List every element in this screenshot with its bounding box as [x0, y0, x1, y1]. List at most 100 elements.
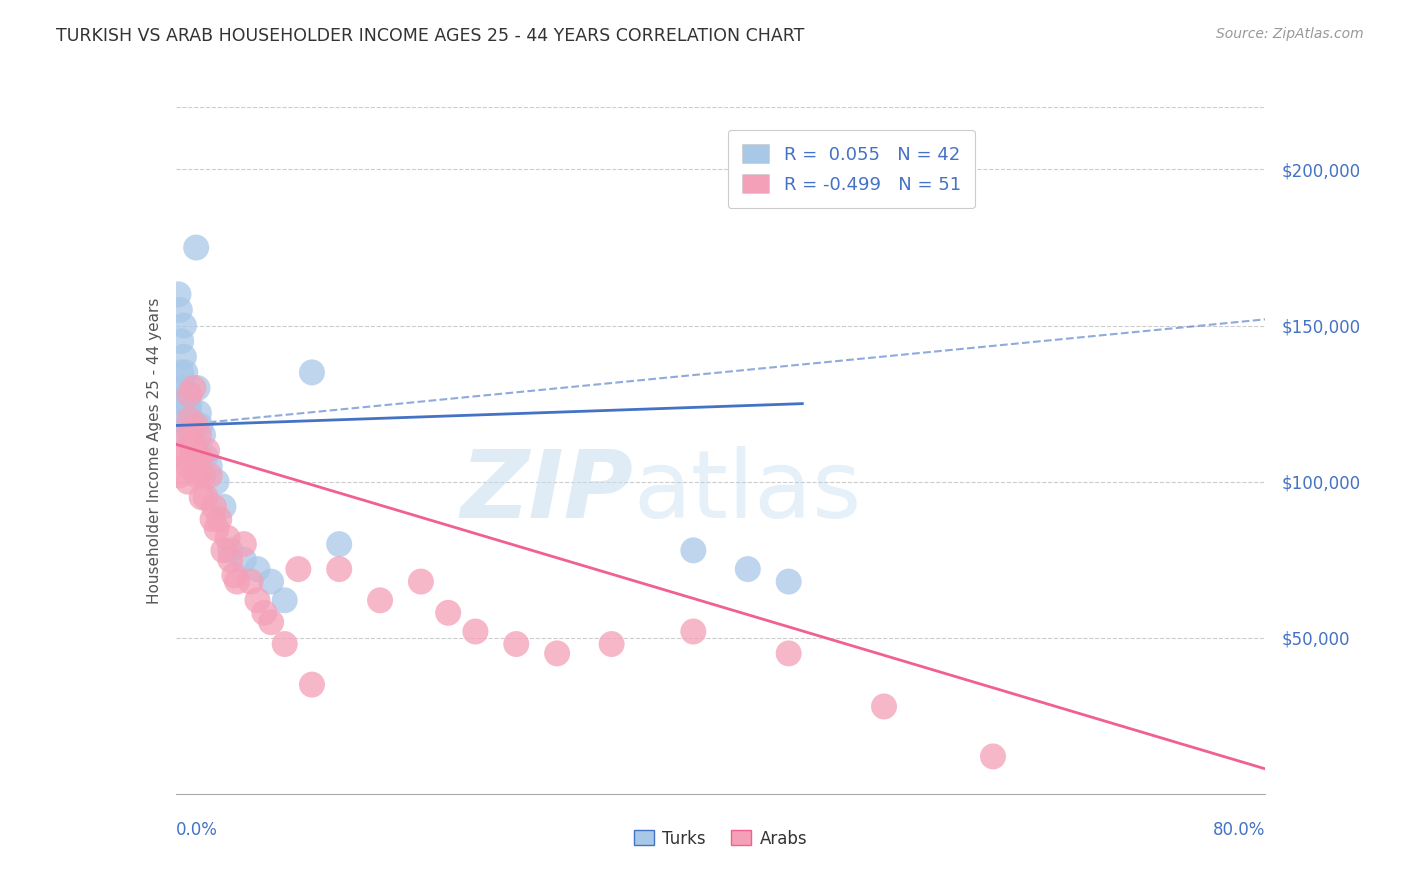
Point [167, 287, 190, 301]
Point [208, 512, 231, 526]
Point [173, 427, 195, 442]
Point [409, 574, 432, 589]
Point [186, 240, 208, 255]
Point [198, 468, 221, 483]
Point [437, 606, 460, 620]
Text: 80.0%: 80.0% [1213, 822, 1265, 839]
Point [176, 396, 198, 410]
Point [328, 562, 350, 576]
Point [328, 537, 350, 551]
Point [179, 387, 201, 401]
Point [205, 475, 228, 489]
Point [301, 366, 323, 380]
Point [274, 637, 297, 651]
Point [546, 646, 568, 660]
Point [179, 406, 201, 420]
Point [176, 412, 198, 426]
Point [176, 458, 198, 473]
Point [205, 521, 228, 535]
Point [600, 637, 623, 651]
Point [179, 412, 201, 426]
Point [260, 615, 283, 630]
Point [219, 543, 242, 558]
Y-axis label: Householder Income Ages 25 - 44 years: Householder Income Ages 25 - 44 years [146, 297, 162, 604]
Point [195, 443, 218, 458]
Point [274, 593, 297, 607]
Point [173, 350, 195, 364]
Point [184, 450, 207, 464]
Legend: Turks, Arabs: Turks, Arabs [627, 823, 814, 855]
Point [181, 437, 204, 451]
Point [180, 427, 202, 442]
Point [253, 606, 276, 620]
Point [174, 366, 197, 380]
Point [179, 387, 201, 401]
Point [180, 418, 202, 433]
Point [169, 303, 191, 318]
Point [190, 490, 212, 504]
Point [217, 531, 239, 545]
Point [169, 468, 191, 483]
Point [173, 318, 195, 333]
Point [191, 468, 214, 483]
Point [239, 574, 262, 589]
Point [226, 574, 249, 589]
Point [186, 418, 208, 433]
Point [246, 593, 269, 607]
Point [177, 427, 200, 442]
Point [186, 381, 209, 395]
Point [232, 537, 254, 551]
Point [232, 552, 254, 567]
Point [246, 562, 269, 576]
Point [186, 468, 209, 483]
Point [212, 500, 235, 514]
Point [194, 450, 217, 464]
Text: 0.0%: 0.0% [176, 822, 218, 839]
Point [191, 427, 214, 442]
Point [778, 574, 800, 589]
Point [170, 334, 193, 348]
Point [186, 458, 208, 473]
Point [682, 624, 704, 639]
Text: Source: ZipAtlas.com: Source: ZipAtlas.com [1216, 27, 1364, 41]
Point [181, 425, 204, 439]
Point [183, 381, 205, 395]
Point [368, 593, 391, 607]
Point [737, 562, 759, 576]
Point [174, 443, 197, 458]
Point [177, 475, 200, 489]
Point [219, 552, 242, 567]
Point [187, 406, 209, 420]
Point [464, 624, 486, 639]
Point [181, 450, 204, 464]
Point [682, 543, 704, 558]
Point [170, 366, 193, 380]
Point [183, 443, 205, 458]
Point [301, 678, 323, 692]
Point [174, 387, 197, 401]
Point [212, 543, 235, 558]
Text: ZIP: ZIP [461, 446, 633, 538]
Point [260, 574, 283, 589]
Point [505, 637, 527, 651]
Point [194, 490, 217, 504]
Point [224, 568, 246, 582]
Point [202, 500, 225, 514]
Point [287, 562, 309, 576]
Point [180, 412, 202, 426]
Point [179, 396, 201, 410]
Text: TURKISH VS ARAB HOUSEHOLDER INCOME AGES 25 - 44 YEARS CORRELATION CHART: TURKISH VS ARAB HOUSEHOLDER INCOME AGES … [56, 27, 804, 45]
Point [187, 427, 209, 442]
Point [778, 646, 800, 660]
Point [198, 458, 221, 473]
Point [188, 418, 211, 433]
Point [177, 418, 200, 433]
Point [184, 443, 207, 458]
Point [172, 396, 194, 410]
Point [873, 699, 896, 714]
Point [172, 450, 194, 464]
Point [188, 450, 211, 464]
Text: atlas: atlas [633, 446, 862, 538]
Point [981, 749, 1004, 764]
Point [201, 512, 224, 526]
